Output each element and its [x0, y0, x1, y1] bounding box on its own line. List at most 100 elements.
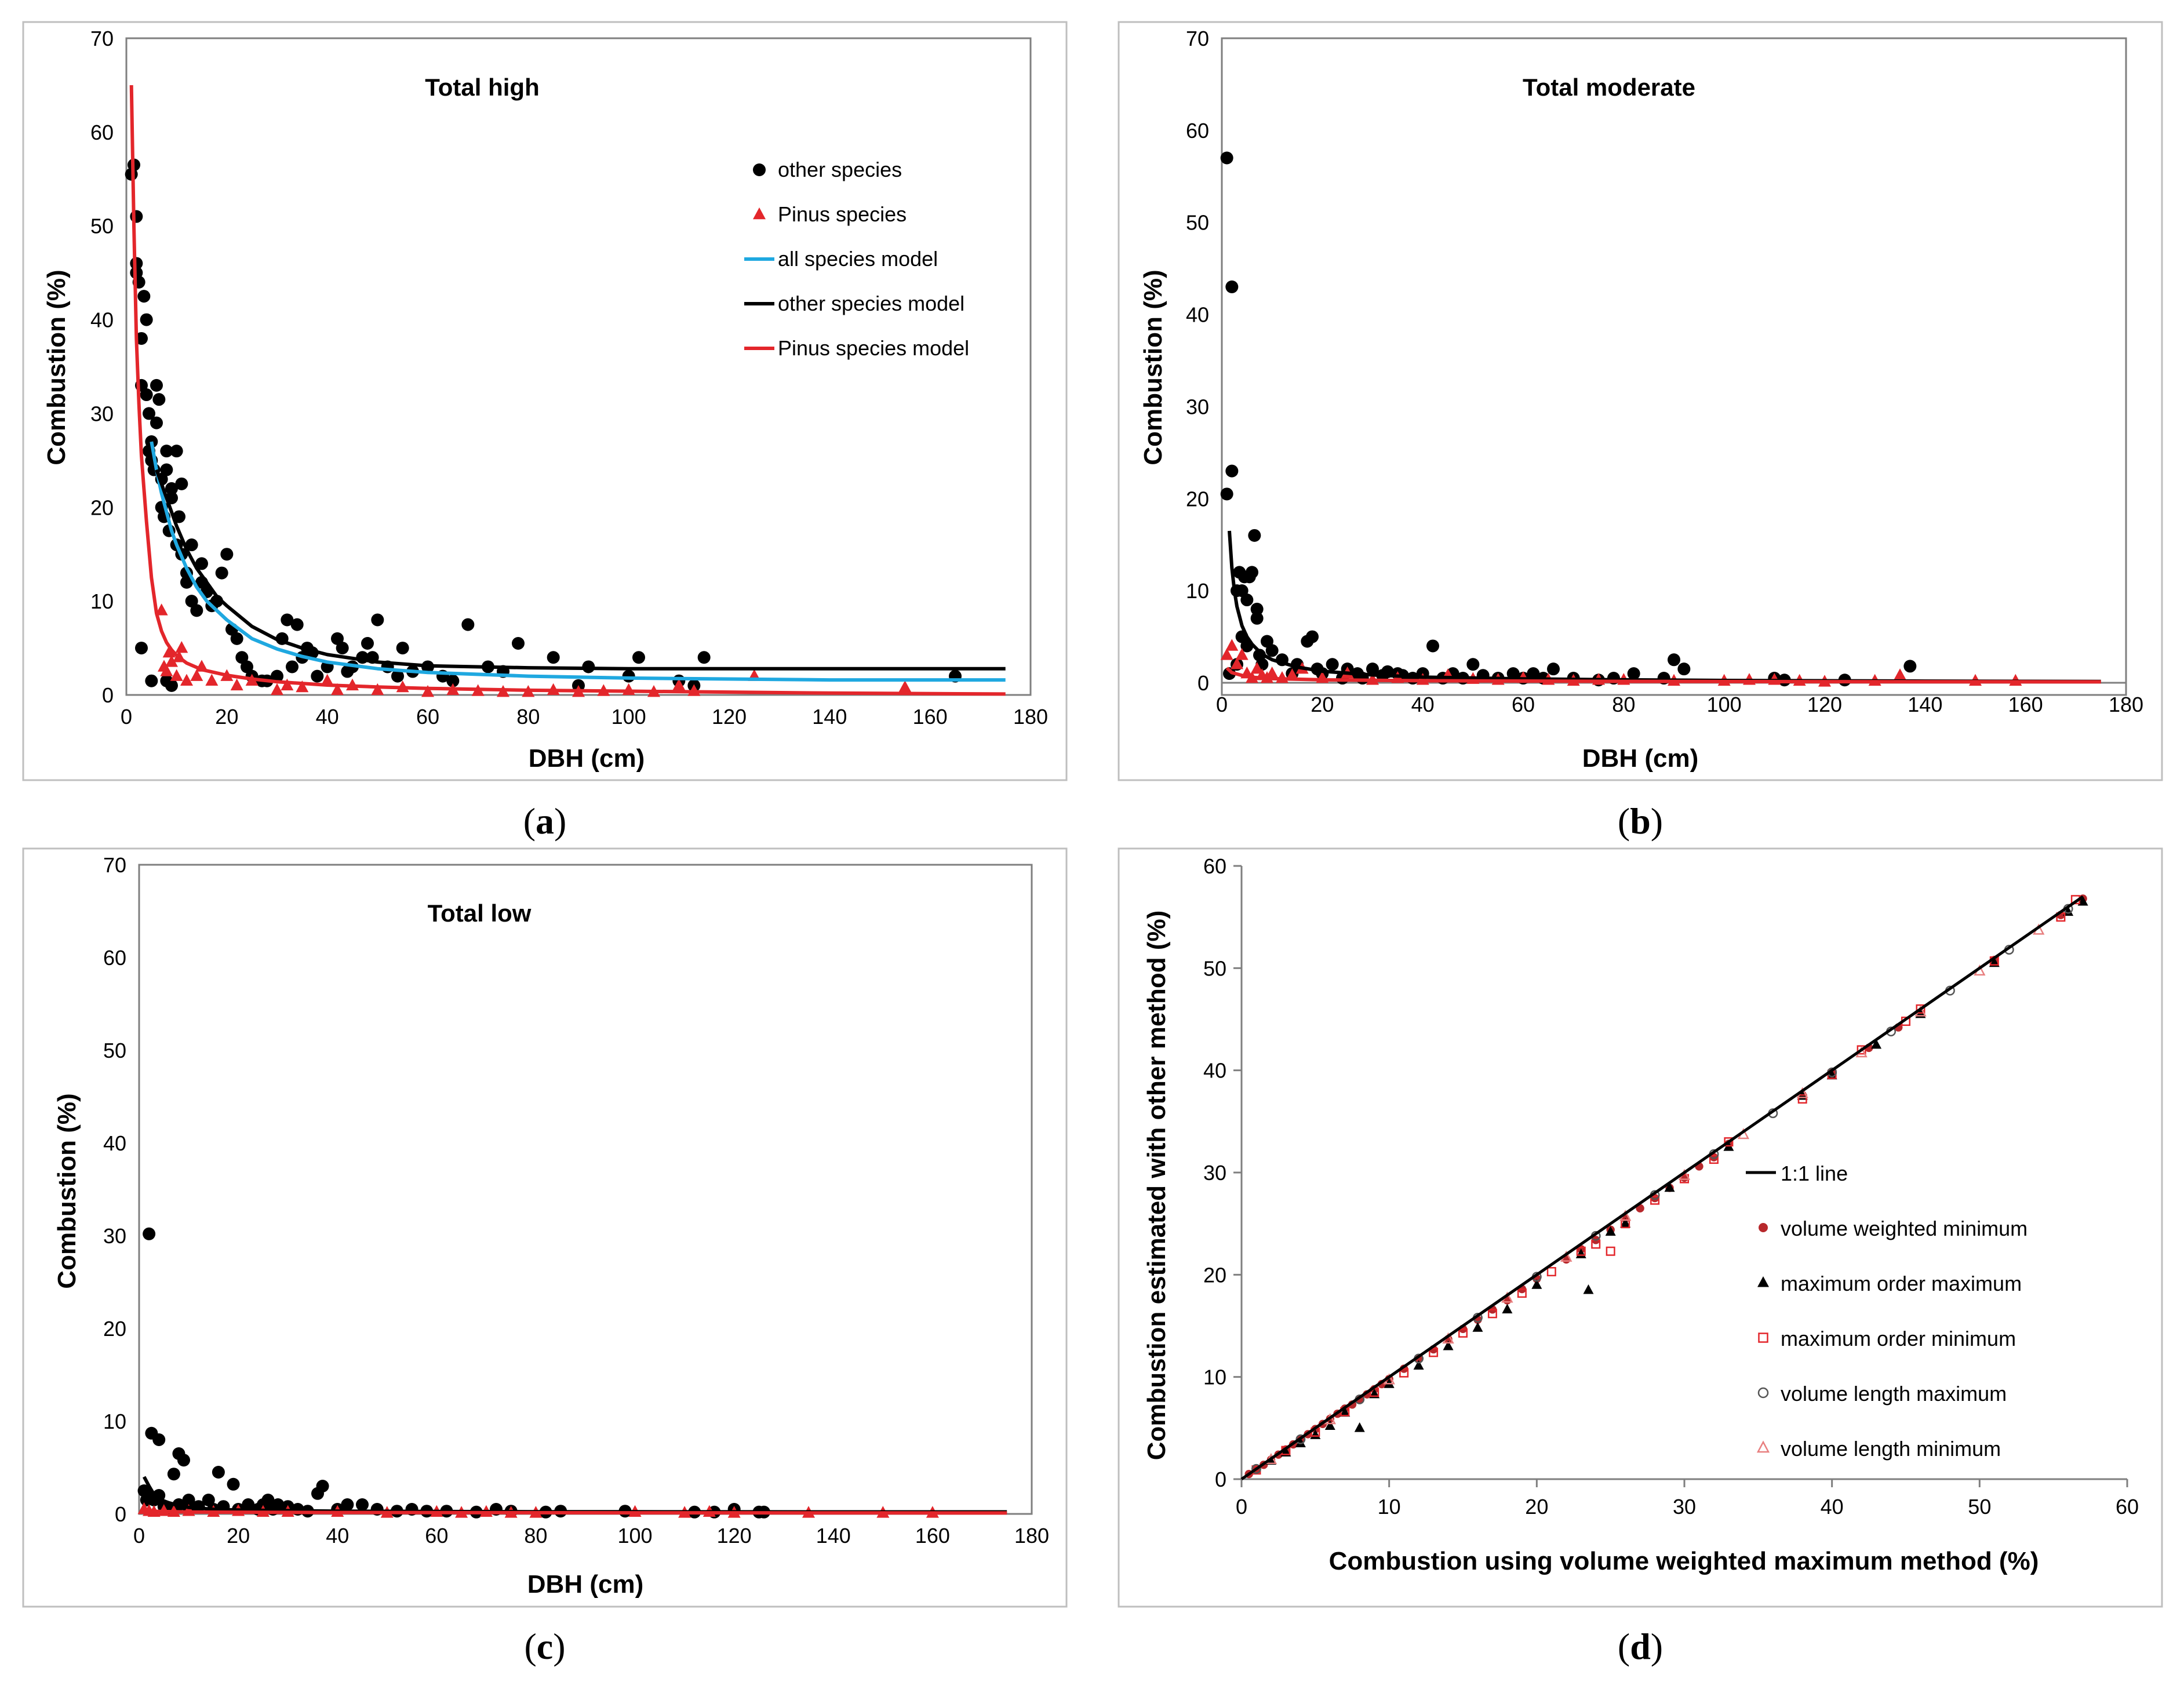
chart-a-y-tick-label: 10: [90, 589, 114, 613]
chart-a-ylabel: Combustion (%): [42, 270, 71, 465]
chart-b-x-tick-label: 100: [1707, 693, 1742, 716]
data-point: [177, 1454, 190, 1467]
data-point: [632, 651, 645, 664]
data-point: [271, 669, 283, 683]
legend-d-swatch: [1756, 1440, 1770, 1453]
data-point: [1339, 1407, 1351, 1417]
data-point: [212, 1466, 225, 1479]
data-point: [391, 669, 404, 683]
chart-c-x-tick-label: 160: [915, 1524, 950, 1548]
data-point: [150, 378, 163, 392]
chart-b-title: Total moderate: [1523, 74, 1695, 101]
data-point: [2077, 895, 2088, 906]
data-point: [227, 1477, 240, 1491]
data-point: [1857, 1045, 1866, 1055]
chart-b-x-tick-label: 40: [1411, 693, 1435, 716]
data-point: [512, 636, 525, 650]
chart-b-xlabel: DBH (cm): [1582, 744, 1698, 773]
chart-c-y-tick-label: 0: [115, 1502, 126, 1526]
chart-c-y-tick-label: 20: [103, 1317, 126, 1341]
data-point: [180, 576, 193, 589]
data-point: [2063, 906, 2074, 916]
data-point: [1220, 487, 1233, 501]
data-point: [898, 680, 912, 693]
caption-d: (d): [1618, 1626, 1663, 1667]
panel-b-plot-area: [1221, 37, 2127, 696]
series-line-other-species-model: [155, 469, 1006, 671]
panel-a: 0 20 40 60 80 100 120 140 160 180010203040506070 …: [22, 21, 1068, 781]
chart-c: 0 20 40 60 80 100 120 140 160 180 0 10 20 30 40 50 60 70: [103, 853, 1049, 1548]
data-point: [165, 482, 178, 495]
data-point: [1894, 668, 1906, 680]
data-point: [1220, 648, 1233, 660]
legend-d-swatch: [1758, 1333, 1768, 1343]
legend-d-swatch: [1757, 1387, 1769, 1399]
legend-a-label: all species model: [778, 247, 938, 271]
panel-b-frame: [1118, 21, 2163, 781]
data-point: [241, 660, 253, 673]
data-point: [1240, 594, 1254, 607]
data-point: [311, 669, 324, 683]
chart-b-y-tick-label: 70: [1186, 27, 1209, 50]
data-point: [242, 1498, 255, 1511]
chart-a-x-tick-label: 120: [712, 705, 747, 729]
data-point: [1466, 658, 1480, 671]
series-line-pinus-species-model: [1225, 667, 2101, 684]
chart-a-y-tick-label: 20: [90, 496, 114, 519]
data-point: [152, 393, 166, 406]
data-point: [1225, 639, 1239, 651]
data-point: [1354, 1422, 1365, 1432]
data-point: [145, 435, 158, 448]
chart-a-x-tick-label: 100: [611, 705, 646, 729]
legend-d-label: maximum order maximum: [1781, 1272, 2022, 1295]
legend-d-label: maximum order minimum: [1781, 1327, 2016, 1350]
data-point: [1826, 1069, 1837, 1080]
chart-d-x-tick-label: 0: [1236, 1495, 1247, 1519]
chart-a-x-tick-label: 20: [215, 705, 238, 729]
data-point: [230, 632, 243, 645]
chart-b-y-tick-label: 30: [1186, 395, 1209, 418]
chart-b-y-tick-label: 60: [1186, 119, 1209, 143]
data-point: [205, 673, 219, 686]
chart-a: 0 20 40 60 80 100 120 140 160 180 0 10 20 30 40 50 60 70: [90, 27, 1048, 729]
data-point: [185, 538, 198, 552]
chart-b-y-tick-label: 10: [1186, 579, 1209, 603]
legend-d-label: volume length minimum: [1781, 1437, 2001, 1461]
chart-d-y-tick-label: 0: [1215, 1468, 1226, 1491]
panel-c-frame: [22, 847, 1068, 1608]
data-point: [1709, 1155, 1719, 1164]
data-point: [371, 613, 384, 627]
chart-d-y-tick-label: 10: [1203, 1366, 1226, 1389]
chart-b-ylabel: Combustion (%): [1139, 270, 1167, 465]
data-point: [1225, 280, 1239, 293]
caption-a: (a): [523, 800, 567, 842]
data-point: [190, 669, 203, 681]
data-point: [195, 557, 208, 570]
series-line-pinus-species-model: [144, 1509, 1007, 1515]
data-point: [1583, 1284, 1594, 1294]
data-point: [1248, 529, 1261, 542]
data-point: [1295, 1434, 1306, 1444]
data-point: [170, 669, 183, 681]
data-point: [1547, 662, 1560, 676]
chart-a-x-tick-label: 140: [812, 705, 847, 729]
data-point: [1265, 667, 1279, 679]
chart-a-y-tick-label: 30: [90, 402, 114, 425]
data-point: [1627, 667, 1640, 680]
data-point: [1326, 658, 1339, 671]
data-point: [1231, 657, 1243, 669]
data-point: [697, 651, 711, 664]
caption-c: (c): [524, 1626, 565, 1667]
data-point: [1797, 1094, 1807, 1104]
data-point: [371, 683, 384, 696]
chart-c-y-tick-label: 40: [103, 1131, 126, 1155]
panel-d: 0 10 20 30 40 50 60 0 10 20 30 40 50 60 Combustion us…: [1118, 847, 2163, 1608]
data-point: [1366, 662, 1379, 676]
legend-d-swatch: [1757, 1276, 1769, 1287]
data-point: [1324, 1420, 1335, 1430]
chart-d-y-tick-label: 30: [1203, 1161, 1226, 1185]
chart-d: 0 10 20 30 40 50 60 0 10 20 30 40 50 60: [1203, 854, 2139, 1519]
data-point: [281, 678, 294, 691]
chart-d-xlabel: Combustion using volume weighted maximum…: [1329, 1547, 2039, 1575]
data-point: [170, 445, 183, 458]
